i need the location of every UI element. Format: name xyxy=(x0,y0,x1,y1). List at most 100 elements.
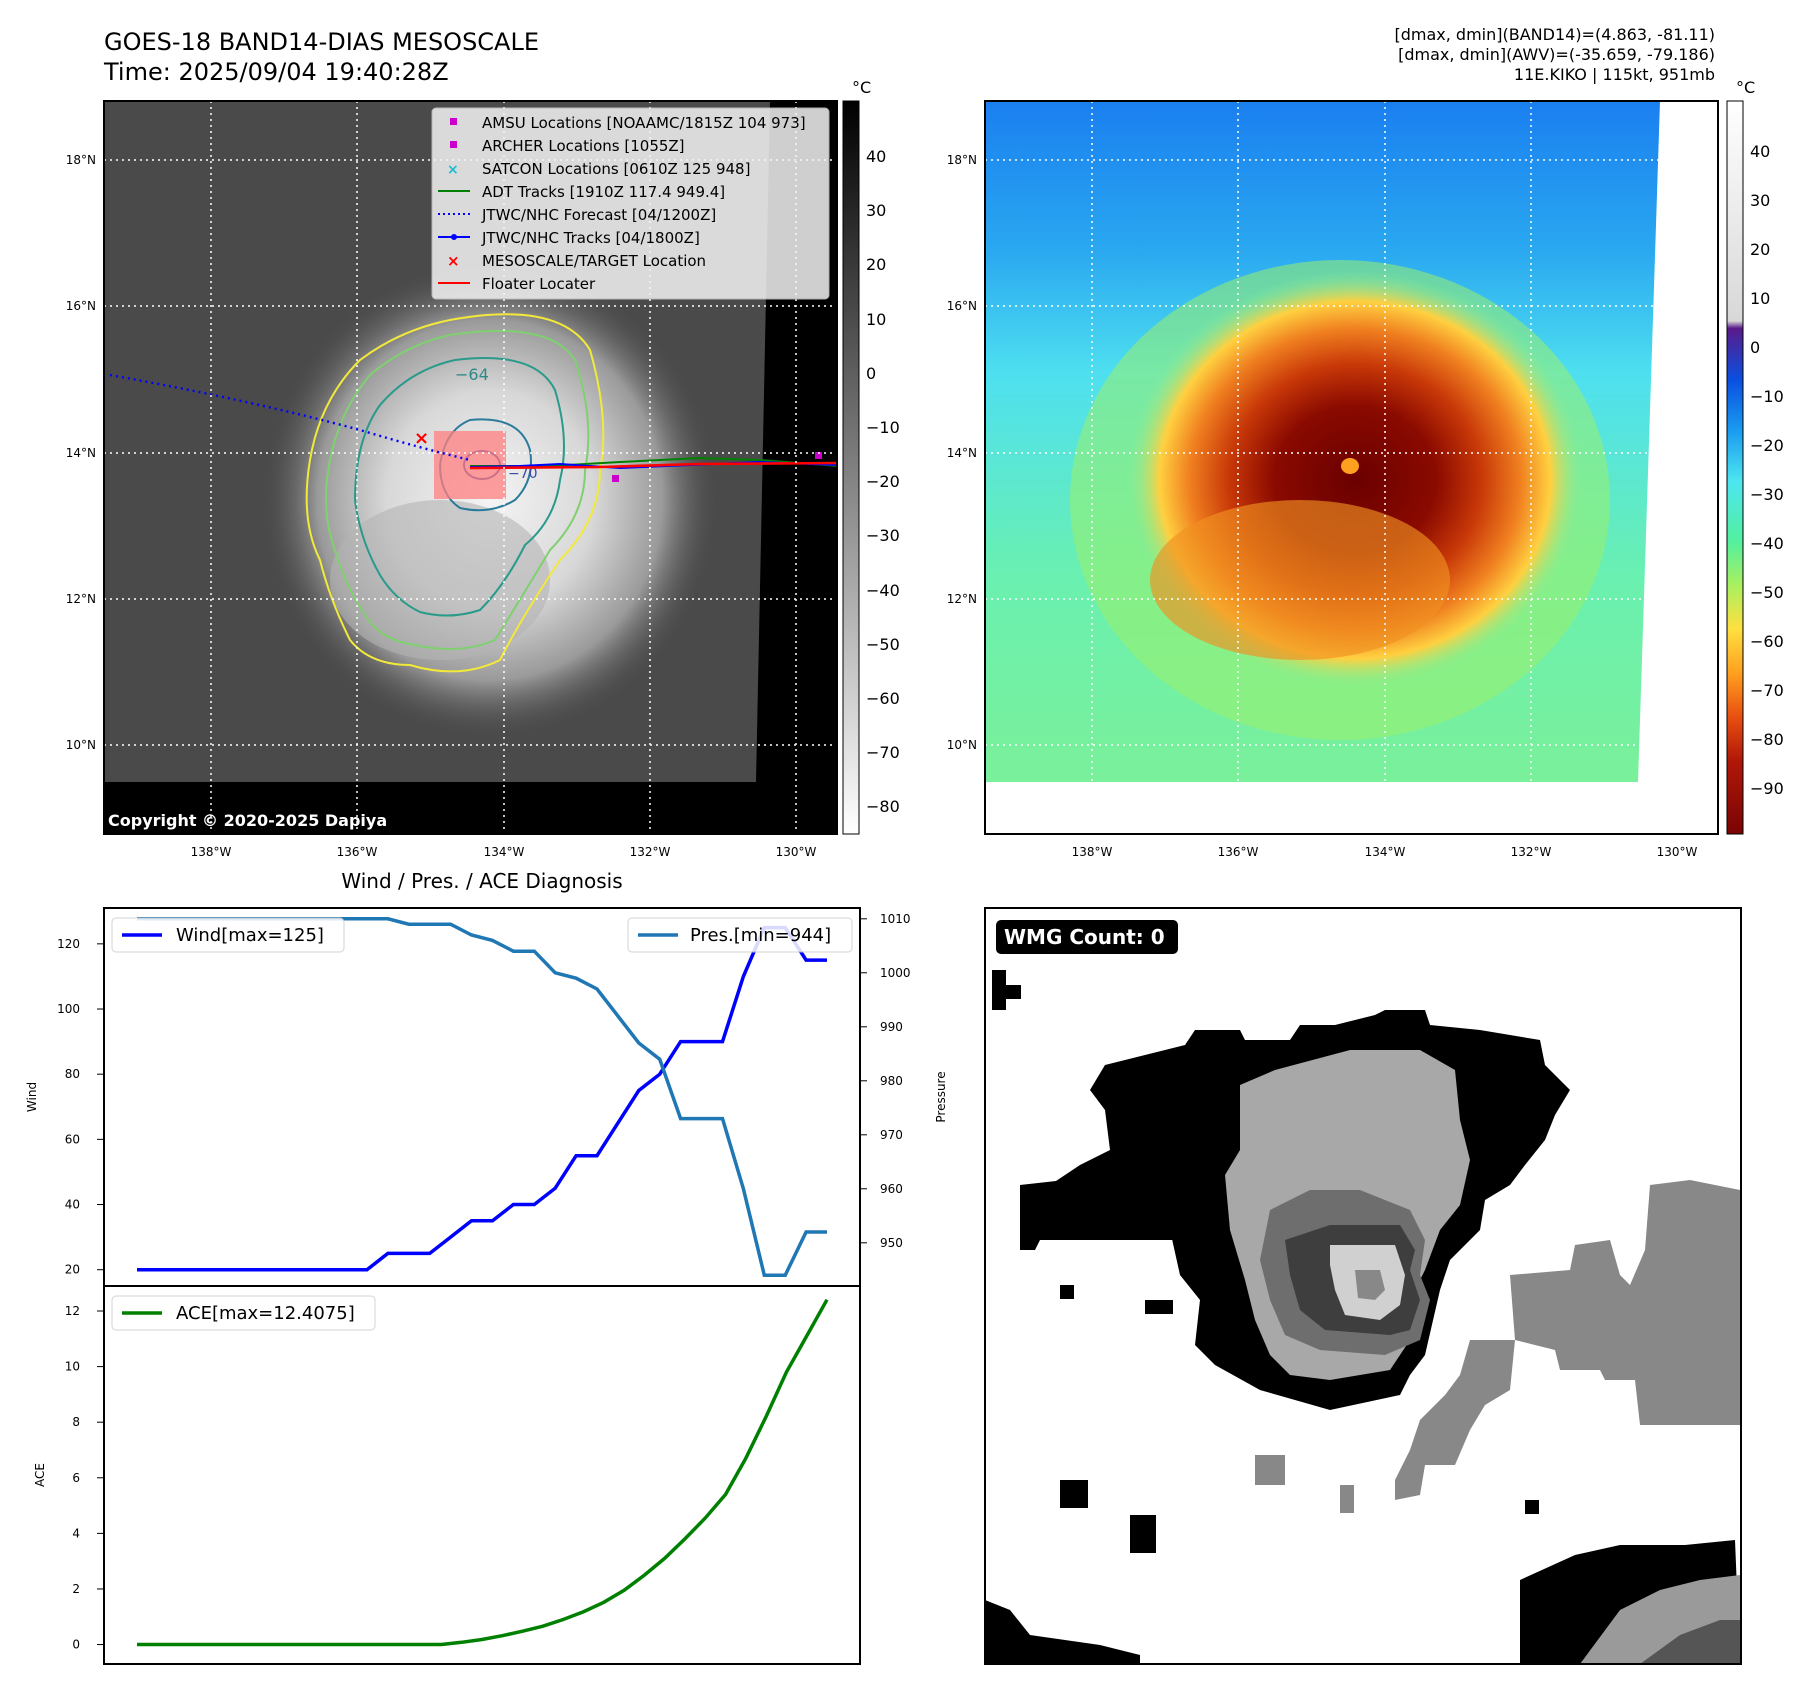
pressure-tick-label: 1000 xyxy=(880,966,911,980)
lat-label: 10°N xyxy=(947,738,977,752)
color-cb-tick: −60 xyxy=(1750,632,1784,651)
lon-label: 130°W xyxy=(1657,845,1698,859)
lat-label: 12°N xyxy=(947,592,977,606)
pressure-tick-label: 950 xyxy=(880,1236,903,1250)
ace-chart: 0 2 4 6 8 10 12 ACE ACE[max=12.4075] xyxy=(33,1285,861,1665)
lon-label: 132°W xyxy=(630,845,671,859)
ace-tick-label: 2 xyxy=(72,1582,80,1596)
copyright-text: Copyright © 2020-2025 Dapiya xyxy=(108,811,387,830)
lat-label: 14°N xyxy=(66,446,96,460)
floater-track xyxy=(469,461,839,470)
color-cb-tick: −30 xyxy=(1750,485,1784,504)
wind-tick-label: 100 xyxy=(57,1002,80,1016)
ir-cb-tick: −60 xyxy=(866,689,900,708)
ir-cb-tick: 20 xyxy=(866,255,886,274)
ir-colorbar-ticks: 40 30 20 10 0 −10 −20 −30 −40 −50 −60 −7… xyxy=(866,147,900,816)
color-grid xyxy=(985,101,1718,834)
wmg-dot xyxy=(1145,1300,1173,1314)
ir-cb-tick: −80 xyxy=(866,797,900,816)
ir-cb-tick: −20 xyxy=(866,472,900,491)
ir-cb-tick: 40 xyxy=(866,147,886,166)
forecast-track xyxy=(109,373,471,462)
pressure-axis-label: Pressure xyxy=(934,1071,948,1122)
ir-cb-tick: 0 xyxy=(866,364,876,383)
pressure-tick-label: 980 xyxy=(880,1074,903,1088)
lat-label: 14°N xyxy=(947,446,977,460)
ir-cb-tick: −50 xyxy=(866,635,900,654)
lat-label: 12°N xyxy=(66,592,96,606)
ace-plot-frame xyxy=(103,1285,861,1665)
wmg-dot xyxy=(1340,1485,1354,1513)
wmg-corner-dark xyxy=(1640,1620,1740,1664)
lon-label: 130°W xyxy=(776,845,817,859)
color-colorbar-ticks: 40 30 20 10 0 −10 −20 −30 −40 −50 −60 −7… xyxy=(1750,142,1784,798)
color-cb-tick: −80 xyxy=(1750,730,1784,749)
ir-cb-tick: 10 xyxy=(866,310,886,329)
wind-tick-label: 20 xyxy=(65,1263,80,1277)
lon-label: 136°W xyxy=(337,845,378,859)
wind-tick-label: 60 xyxy=(65,1132,80,1146)
ir-cb-tick: −30 xyxy=(866,526,900,545)
wmg-east-gray xyxy=(1510,1180,1740,1425)
stats-line-2: [dmax, dmin](AWV)=(-35.659, -79.186) xyxy=(1398,45,1715,64)
ir-frame xyxy=(103,100,838,835)
color-cb-tick: −70 xyxy=(1750,681,1784,700)
legend-icon-target: × xyxy=(447,252,460,270)
legend-icon-satcon: × xyxy=(447,162,459,178)
color-frame xyxy=(984,100,1719,835)
color-lat-labels: 18°N 16°N 14°N 12°N 10°N xyxy=(947,153,977,752)
legend-label-satcon: SATCON Locations [0610Z 125 948] xyxy=(482,160,750,178)
lon-label: 138°W xyxy=(1072,845,1113,859)
pres-legend-box xyxy=(627,917,853,953)
contour-label-70: −70 xyxy=(508,466,538,482)
wmg-sw-black xyxy=(985,1600,1140,1664)
color-cb-tick: 40 xyxy=(1750,142,1770,161)
ace-tick-label: 4 xyxy=(72,1526,80,1540)
pressure-tick-label: 990 xyxy=(880,1020,903,1034)
lat-label: 16°N xyxy=(66,299,96,313)
ir-colorbar xyxy=(842,100,860,835)
wmg-dot xyxy=(1060,1480,1088,1508)
color-cb-tick: −50 xyxy=(1750,583,1784,602)
legend-label-target: MESOSCALE/TARGET Location xyxy=(482,252,706,270)
contour-yellow xyxy=(305,313,605,673)
contour-label-64: −64 xyxy=(455,365,489,384)
ace-tick-label: 8 xyxy=(72,1415,80,1429)
jtwc-track xyxy=(469,460,839,470)
pressure-tick-label: 960 xyxy=(880,1182,903,1196)
legend-icon-amsu xyxy=(450,118,457,125)
legend-label-archer: ARCHER Locations [1055Z] xyxy=(482,137,685,155)
lat-label: 10°N xyxy=(66,738,96,752)
color-cb-tick: −40 xyxy=(1750,534,1784,553)
wmg-south-gray xyxy=(1395,1340,1515,1500)
contour-light-green xyxy=(325,329,590,650)
lat-label: 16°N xyxy=(947,299,977,313)
title-line-2: Time: 2025/09/04 19:40:28Z xyxy=(103,58,449,86)
wmg-dot xyxy=(992,970,1006,1010)
wmg-dot xyxy=(1130,1515,1156,1553)
lon-label: 136°W xyxy=(1218,845,1259,859)
ir-cb-tick: −10 xyxy=(866,418,900,437)
stats-line-3: 11E.KIKO | 115kt, 951mb xyxy=(1514,65,1715,84)
pressure-tick-label: 970 xyxy=(880,1128,903,1142)
wmg-eye-inner xyxy=(1355,1270,1385,1300)
legend-label-forecast: JTWC/NHC Forecast [04/1200Z] xyxy=(481,206,716,224)
wmg-badge-box xyxy=(996,920,1178,954)
color-eye xyxy=(1341,458,1359,474)
pressure-axis-ticks: 950 960 970 980 990 1000 1010 xyxy=(860,912,911,1250)
legend-icon-archer xyxy=(450,141,457,148)
ace-tick-label: 12 xyxy=(65,1304,80,1318)
lon-label: 138°W xyxy=(191,845,232,859)
color-cb-tick: −10 xyxy=(1750,387,1784,406)
color-cloud-band xyxy=(1150,500,1450,660)
ir-panel: −64 −70 × Copyright © 2020-2025 Dapiya xyxy=(66,78,900,859)
color-lon-labels: 138°W 136°W 134°W 132°W 130°W xyxy=(1072,845,1698,859)
wmg-frame xyxy=(984,907,1742,1665)
color-cb-tick: 0 xyxy=(1750,338,1760,357)
wmg-dot xyxy=(1060,1285,1074,1299)
ace-legend-box xyxy=(111,1295,376,1331)
pres-legend-label: Pres.[min=944] xyxy=(690,925,831,946)
stats-line-1: [dmax, dmin](BAND14)=(4.863, -81.11) xyxy=(1395,25,1716,44)
color-cb-tick: −20 xyxy=(1750,436,1784,455)
ace-tick-label: 0 xyxy=(72,1638,80,1652)
